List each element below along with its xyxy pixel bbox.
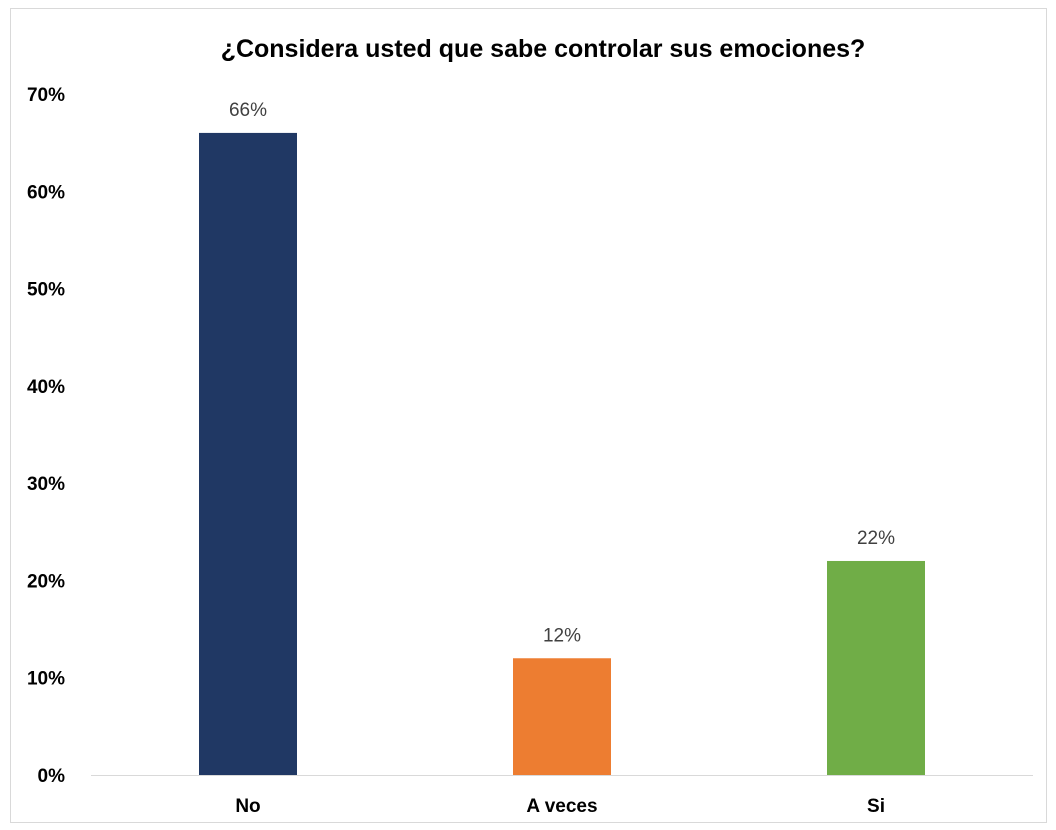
chart-title: ¿Considera usted que sabe controlar sus … — [221, 35, 866, 63]
bar-no — [199, 132, 297, 775]
y-tick-label: 50% — [27, 280, 65, 301]
data-labels: 66% 12% 22% — [229, 100, 895, 646]
y-tick-label: 20% — [27, 571, 65, 592]
y-tick-label: 30% — [27, 474, 65, 495]
y-axis: 0% 10% 20% 30% 40% 50% 60% 70% — [27, 85, 65, 787]
y-tick-label: 40% — [27, 377, 65, 398]
x-tick-label: Si — [867, 796, 885, 817]
y-tick-label: 0% — [38, 766, 66, 787]
data-label: 22% — [857, 528, 895, 549]
data-label: 66% — [229, 100, 267, 121]
y-tick-label: 60% — [27, 182, 65, 203]
x-axis: No A veces Si — [91, 775, 1033, 817]
x-tick-label: No — [235, 796, 260, 817]
y-tick-label: 10% — [27, 669, 65, 690]
y-tick-label: 70% — [27, 85, 65, 106]
bar-a-veces — [513, 658, 611, 775]
bars — [199, 132, 925, 775]
x-tick-label: A veces — [526, 796, 597, 817]
data-label: 12% — [543, 625, 581, 646]
bar-si — [827, 560, 925, 775]
